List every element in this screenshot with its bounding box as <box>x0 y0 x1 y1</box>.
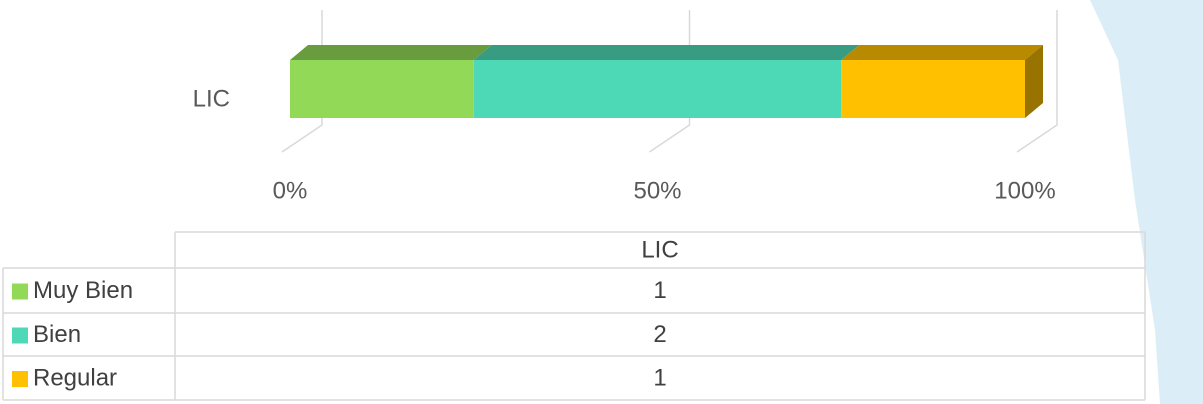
x-tick-label: 50% <box>633 177 681 204</box>
bar <box>473 60 842 118</box>
background-shape <box>1090 0 1203 404</box>
legend-label: Regular <box>33 364 117 391</box>
bar-top <box>473 45 860 60</box>
table-value: 1 <box>653 277 666 304</box>
table-value: 1 <box>653 364 666 391</box>
x-tick-label: 0% <box>273 177 308 204</box>
grid-line <box>1016 10 1058 153</box>
legend-swatch <box>12 327 28 344</box>
table-header: LIC <box>641 236 678 263</box>
bar <box>841 60 1025 118</box>
table-value: 2 <box>653 321 666 348</box>
bar-side <box>1025 45 1043 118</box>
x-tick-label: 100% <box>994 177 1055 204</box>
data-table: LIC Muy Bien 1 Bien 2 Regular 1 <box>2 231 1146 401</box>
legend-swatch <box>12 371 28 387</box>
legend-label: Muy Bien <box>33 277 133 304</box>
legend-swatch <box>12 283 28 300</box>
bar-top <box>290 45 492 60</box>
category-label: LIC <box>193 85 230 112</box>
bar-top <box>841 45 1043 60</box>
bar <box>290 60 474 118</box>
legend-label: Bien <box>33 321 81 348</box>
